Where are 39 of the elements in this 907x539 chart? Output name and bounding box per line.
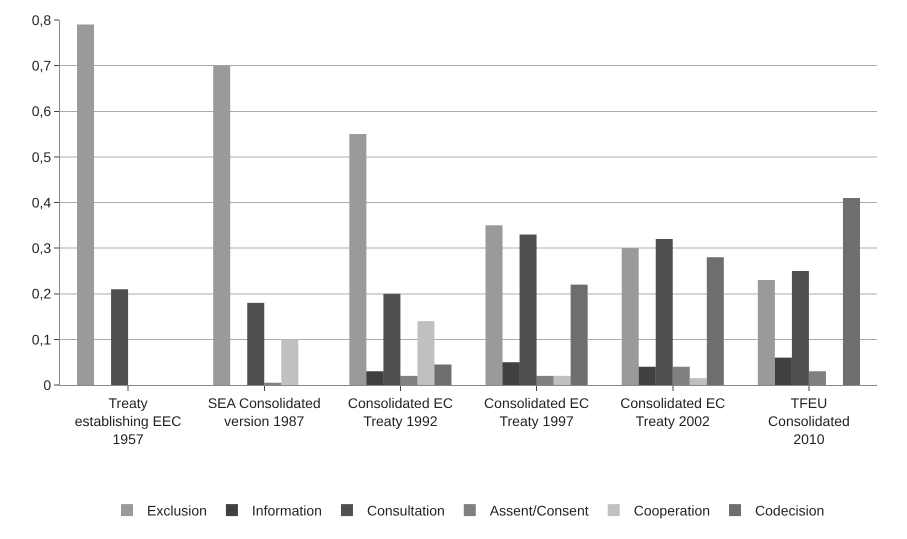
bar — [570, 284, 588, 385]
y-tick-label: 0,4 — [32, 194, 52, 210]
bar — [349, 134, 366, 385]
bar — [842, 198, 860, 385]
legend-label: Cooperation — [634, 502, 710, 519]
y-tick-label: 0,2 — [32, 286, 52, 302]
y-tick-label: 0,5 — [32, 148, 52, 165]
bar — [758, 280, 775, 385]
x-tick-label: Consolidated EC Treaty 2002 — [620, 394, 726, 429]
y-tick-label: 0,7 — [32, 58, 52, 74]
y-tick-label: 0,8 — [32, 12, 52, 28]
bar — [77, 24, 94, 385]
bar — [502, 362, 520, 385]
bar — [213, 66, 230, 385]
x-tick-label: TFEU Consolidated 2010 — [768, 394, 850, 448]
y-tick-label: 0,1 — [32, 331, 52, 348]
legend-label: Codecision — [755, 502, 824, 519]
bar — [486, 225, 503, 385]
y-tick-label: 0,6 — [32, 103, 52, 120]
legend-label: Information — [252, 502, 322, 519]
legend-label: Exclusion — [147, 502, 207, 519]
bar — [366, 371, 384, 385]
bar — [434, 364, 452, 385]
legend-label: Consultation — [366, 502, 445, 519]
bar — [638, 366, 656, 385]
bar — [690, 378, 707, 385]
legend-label: Assent/Consent — [490, 502, 589, 519]
x-tick-label: Treaty establishing EEC 1957 — [74, 394, 182, 448]
bar — [706, 257, 724, 385]
y-tick-label: 0,3 — [32, 240, 52, 256]
bar — [774, 358, 792, 385]
x-tick-label: Consolidated EC Treaty 1992 — [348, 394, 453, 429]
bar — [622, 248, 639, 385]
bar — [281, 339, 298, 385]
bar — [417, 321, 434, 385]
y-tick-label: 0 — [43, 376, 52, 393]
x-tick-label: Consolidated EC Treaty 1997 — [484, 394, 590, 429]
bar — [554, 376, 571, 385]
x-tick-label: SEA Consolidated version 1987 — [208, 394, 321, 429]
